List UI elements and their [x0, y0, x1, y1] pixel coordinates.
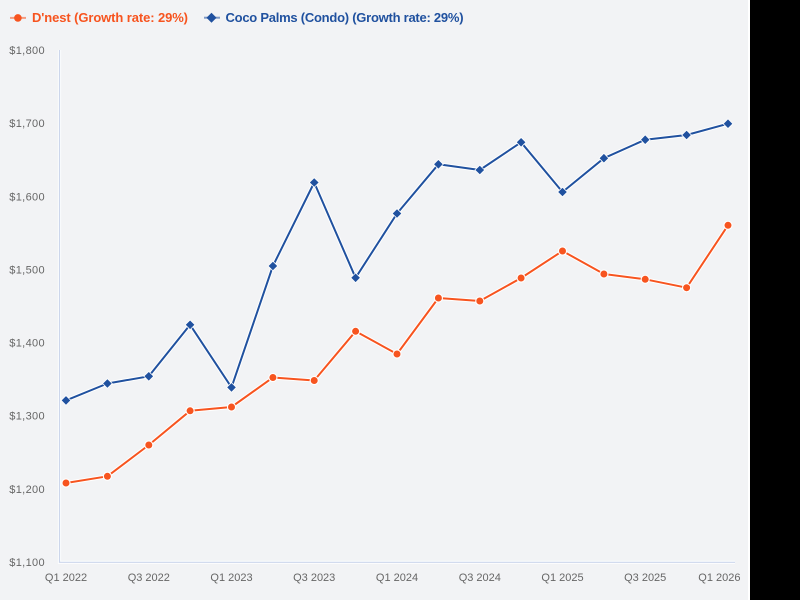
svg-text:Q3 2023: Q3 2023: [293, 572, 335, 584]
svg-text:Q1 2023: Q1 2023: [210, 572, 252, 584]
svg-text:Q1 2025: Q1 2025: [541, 572, 583, 584]
svg-text:$1,200: $1,200: [9, 484, 45, 496]
svg-text:Q1 2022: Q1 2022: [45, 572, 87, 584]
svg-text:Q3 2025: Q3 2025: [624, 572, 666, 584]
svg-text:Coco Palms (Condo) (Growth rat: Coco Palms (Condo) (Growth rate: 29%): [226, 10, 464, 25]
svg-text:Q1 2026: Q1 2026: [698, 572, 740, 584]
svg-text:Q1 2024: Q1 2024: [376, 572, 418, 584]
svg-text:$1,300: $1,300: [9, 411, 45, 423]
svg-text:Q3 2022: Q3 2022: [128, 572, 170, 584]
svg-text:Q3 2024: Q3 2024: [459, 572, 501, 584]
svg-text:$1,100: $1,100: [9, 557, 45, 569]
svg-text:$1,700: $1,700: [9, 118, 45, 130]
svg-text:$1,400: $1,400: [9, 338, 45, 350]
svg-text:$1,500: $1,500: [9, 264, 45, 276]
svg-text:$1,600: $1,600: [9, 191, 45, 203]
svg-text:D'nest (Growth rate: 29%): D'nest (Growth rate: 29%): [32, 10, 188, 25]
svg-text:$1,800: $1,800: [9, 45, 45, 57]
